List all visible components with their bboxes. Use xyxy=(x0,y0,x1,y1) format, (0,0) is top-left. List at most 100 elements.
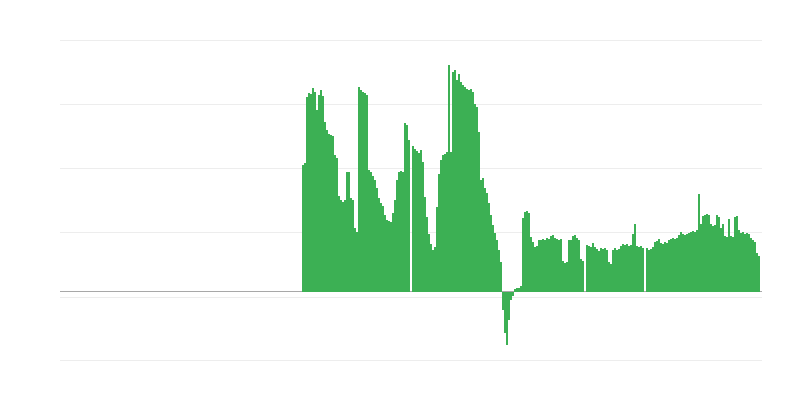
bar xyxy=(404,123,406,292)
bar xyxy=(734,217,736,292)
bar xyxy=(482,178,484,292)
bar xyxy=(384,215,386,292)
bar xyxy=(758,256,760,292)
bar xyxy=(490,215,492,292)
bar xyxy=(650,249,652,292)
bar xyxy=(744,234,746,292)
bar xyxy=(332,136,334,292)
bar xyxy=(578,240,580,292)
bar xyxy=(386,220,388,292)
bar xyxy=(422,162,424,292)
bar xyxy=(594,247,596,292)
gridline xyxy=(60,40,762,41)
bar xyxy=(512,292,514,296)
bar xyxy=(750,238,752,292)
bar xyxy=(696,230,698,292)
bar xyxy=(434,247,436,292)
bar xyxy=(628,246,630,292)
bar xyxy=(496,240,498,292)
bar xyxy=(526,211,528,292)
bar xyxy=(458,74,460,292)
bar xyxy=(352,200,354,292)
bar xyxy=(704,215,706,292)
bar xyxy=(364,93,366,292)
bar xyxy=(722,224,724,292)
bar xyxy=(372,176,374,292)
bar xyxy=(756,253,758,292)
bar xyxy=(398,172,400,292)
bar xyxy=(716,215,718,292)
bar xyxy=(648,250,650,292)
bar xyxy=(406,125,408,292)
bar xyxy=(394,200,396,292)
bar xyxy=(420,150,422,292)
bar xyxy=(660,243,662,292)
bar xyxy=(432,250,434,292)
bar xyxy=(316,110,318,292)
bar xyxy=(438,174,440,292)
bar xyxy=(754,242,756,292)
bar xyxy=(318,95,320,292)
bar xyxy=(612,250,614,292)
bar xyxy=(344,200,346,292)
bar xyxy=(730,236,732,292)
bar xyxy=(616,250,618,292)
bar xyxy=(334,155,336,292)
bar xyxy=(340,200,342,292)
bar xyxy=(586,245,588,292)
bar xyxy=(466,89,468,292)
bar xyxy=(338,196,340,292)
bar xyxy=(366,95,368,292)
bar xyxy=(604,248,606,292)
bar xyxy=(622,244,624,292)
bar xyxy=(528,213,530,292)
bar xyxy=(752,240,754,292)
bar xyxy=(312,88,314,292)
bar xyxy=(440,160,442,292)
bar xyxy=(740,233,742,292)
bar xyxy=(358,87,360,292)
bar xyxy=(472,92,474,292)
bar xyxy=(492,225,494,292)
bar xyxy=(680,232,682,292)
bar xyxy=(306,97,308,292)
bar xyxy=(652,247,654,292)
bar xyxy=(596,249,598,292)
bar xyxy=(662,244,664,292)
bar xyxy=(618,249,620,292)
bar xyxy=(510,292,512,300)
bar xyxy=(642,248,644,292)
bar xyxy=(478,132,480,292)
bar xyxy=(568,240,570,292)
bar xyxy=(606,250,608,292)
bar xyxy=(360,90,362,292)
bar xyxy=(626,244,628,292)
bar xyxy=(414,149,416,292)
bar xyxy=(614,248,616,292)
bar xyxy=(448,65,450,292)
bar xyxy=(520,286,522,292)
bar xyxy=(514,289,516,292)
bar xyxy=(720,228,722,292)
bar xyxy=(408,140,410,292)
bar xyxy=(678,235,680,292)
bar xyxy=(698,194,700,292)
bar xyxy=(708,215,710,292)
bar xyxy=(670,239,672,292)
bar xyxy=(506,292,508,345)
bar xyxy=(690,232,692,292)
bar xyxy=(664,242,666,292)
bar xyxy=(738,230,740,292)
bar xyxy=(598,251,600,292)
bar xyxy=(548,239,550,292)
bar xyxy=(356,232,358,292)
bar xyxy=(542,239,544,292)
bar xyxy=(560,239,562,292)
bar xyxy=(368,170,370,292)
bar xyxy=(304,163,306,292)
bar xyxy=(362,92,364,292)
bar xyxy=(714,225,716,292)
bar xyxy=(602,249,604,292)
bar xyxy=(712,226,714,292)
